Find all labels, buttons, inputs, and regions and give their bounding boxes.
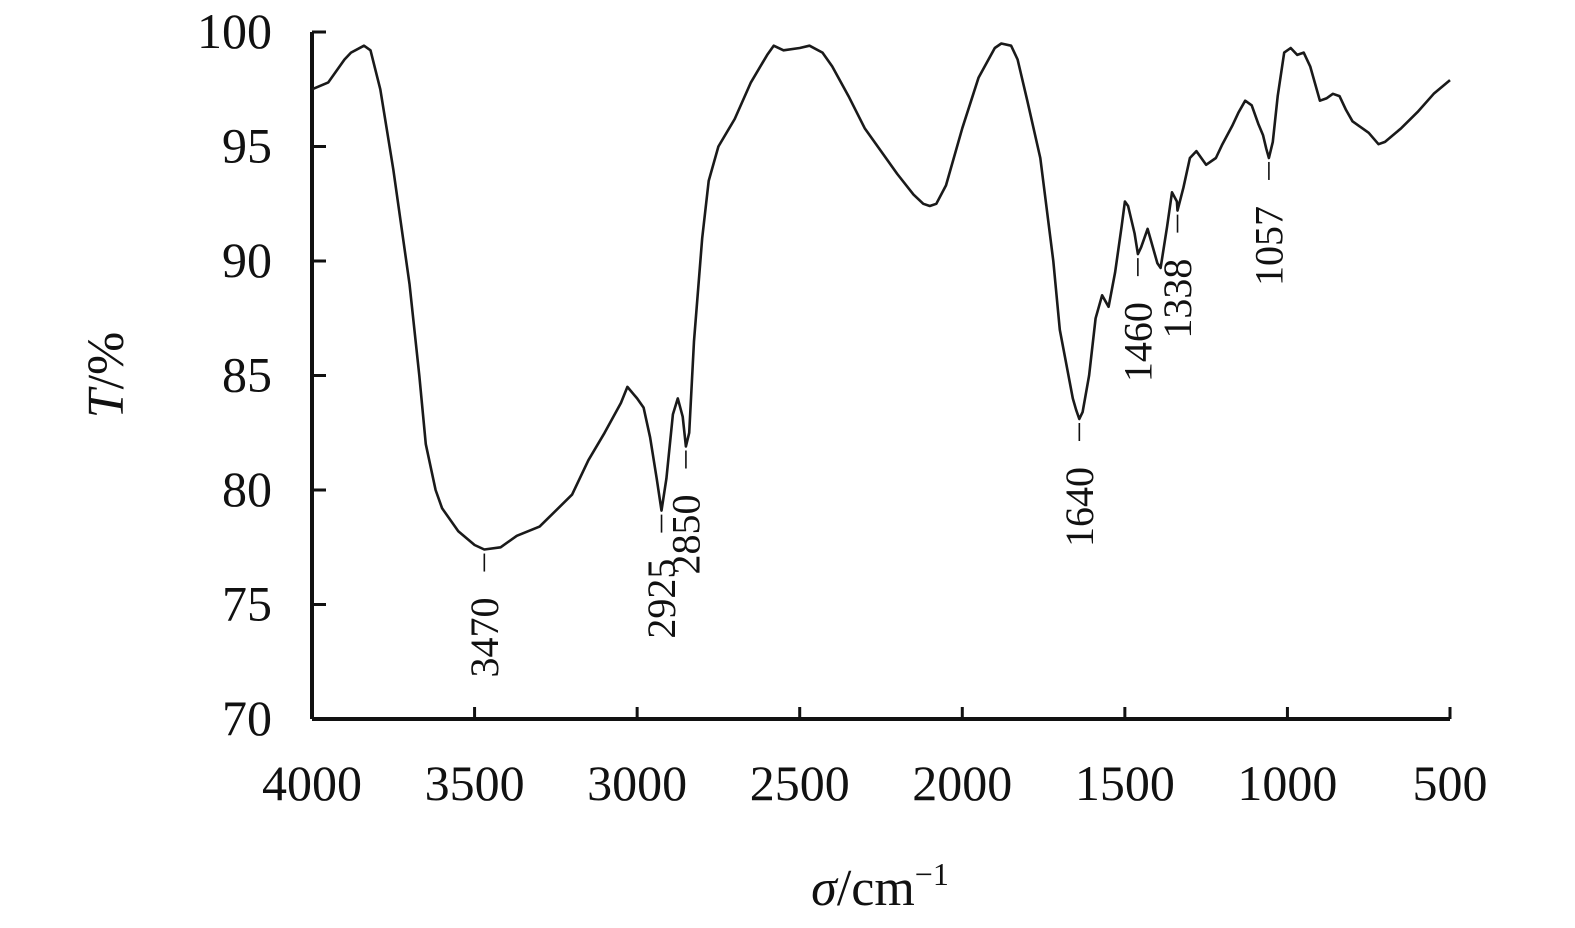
x-axis-unit: /cm <box>837 860 915 917</box>
x-axis-unit-exponent: −1 <box>915 856 949 892</box>
peak-label: 1057 <box>1246 206 1291 286</box>
x-tick-label: 2000 <box>912 755 1012 811</box>
y-tick-label: 70 <box>222 690 272 746</box>
y-axis-unit: /% <box>78 332 135 390</box>
x-tick-label: 2500 <box>750 755 850 811</box>
y-tick-label: 95 <box>222 118 272 174</box>
x-tick-label: 1000 <box>1237 755 1337 811</box>
x-axis-title: σ/cm−1 <box>811 856 949 917</box>
peak-label: 2850 <box>663 494 708 574</box>
x-axis-ticks: 4000 3500 3000 2500 2000 1500 1000 500 <box>262 707 1488 811</box>
peak-label: 3470 <box>462 597 507 677</box>
y-tick-label: 80 <box>222 461 272 517</box>
y-tick-label: 90 <box>222 232 272 288</box>
transmittance-series-line <box>311 42 1451 551</box>
x-tick-label: 4000 <box>262 755 362 811</box>
peak-label: 1338 <box>1155 259 1200 339</box>
plot-area: 100 95 90 85 80 75 70 4000 3500 3000 2500 2000 1500… <box>197 3 1488 811</box>
x-tick-label: 1500 <box>1075 755 1175 811</box>
y-axis-ticks: 100 95 90 85 80 75 70 <box>197 3 326 746</box>
y-tick-label: 75 <box>222 576 272 632</box>
x-tick-label: 3500 <box>425 755 525 811</box>
y-axis-symbol: T <box>78 386 135 418</box>
y-axis-title: T/% <box>78 332 135 419</box>
x-tick-label: 500 <box>1413 755 1488 811</box>
y-tick-label: 85 <box>222 347 272 403</box>
x-axis-symbol: σ <box>811 860 839 917</box>
peak-label: 1640 <box>1057 467 1102 547</box>
x-tick-label: 3000 <box>587 755 687 811</box>
peak-label: 2925 <box>639 559 684 639</box>
y-tick-label: 100 <box>197 3 272 59</box>
peak-label: 1460 <box>1115 302 1160 382</box>
